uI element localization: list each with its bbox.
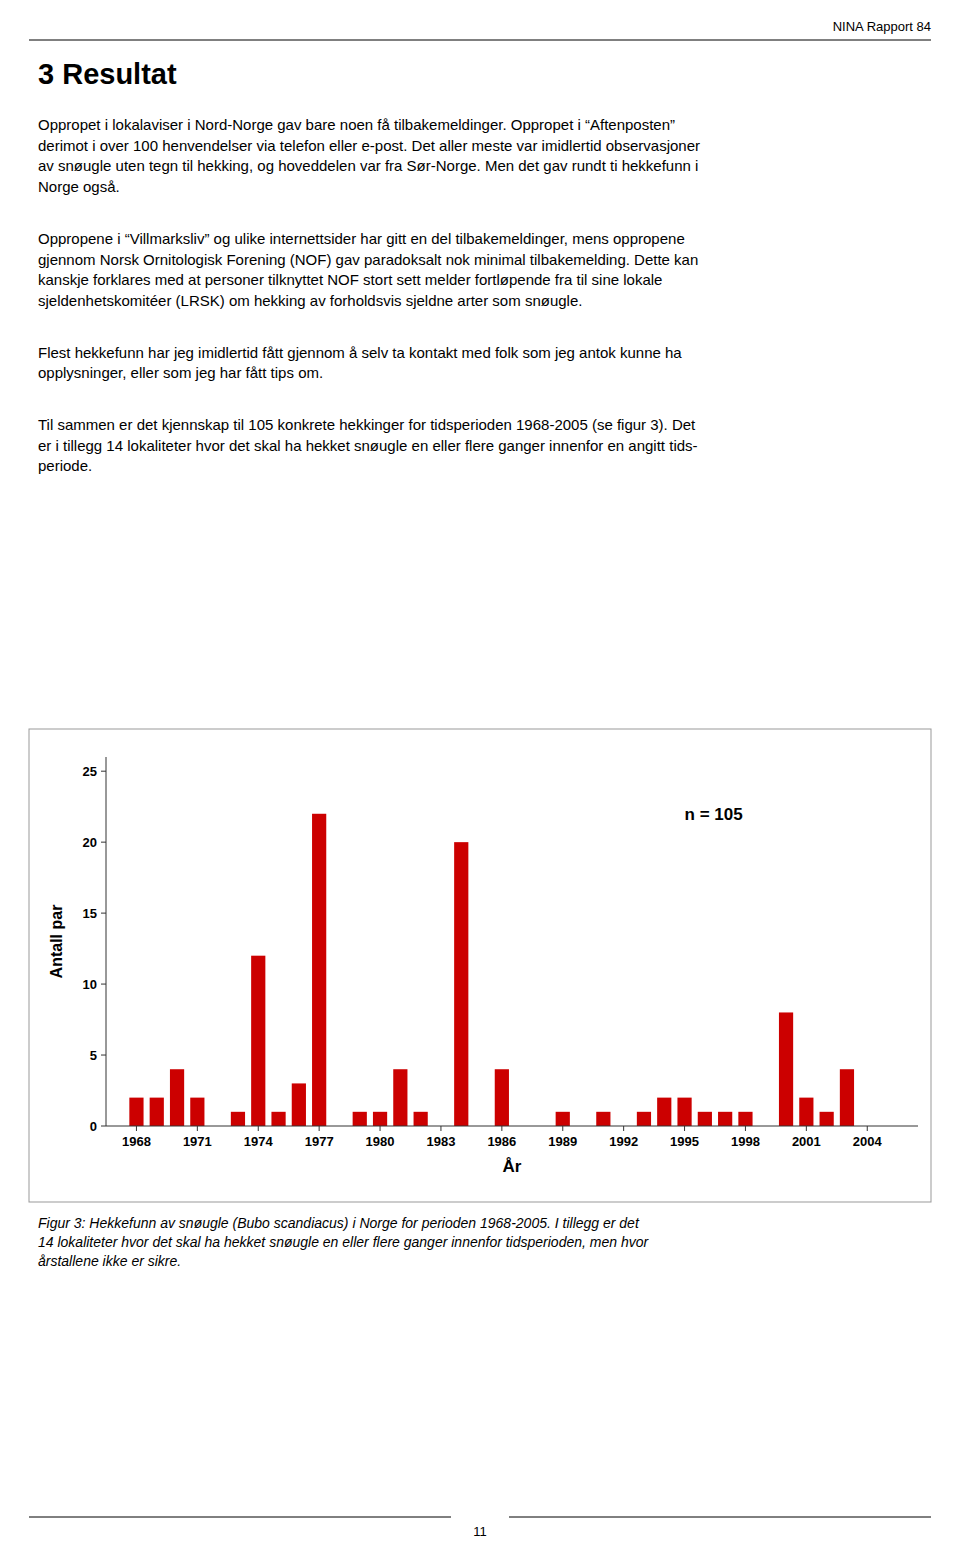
body-line: gjennom Norsk Ornitologisk Forening (NOF…	[38, 251, 698, 268]
bar	[373, 1112, 387, 1126]
y-tick	[101, 1055, 106, 1056]
page-background	[0, 0, 960, 1551]
chart-frame	[29, 729, 931, 1202]
bar	[414, 1112, 428, 1126]
body-line: Flest hekkefunn har jeg imidlertid fått …	[38, 344, 682, 361]
x-tick-label: 1968	[122, 1134, 151, 1149]
x-tick	[197, 1126, 198, 1131]
bar	[596, 1112, 610, 1126]
y-tick-label: 5	[90, 1048, 97, 1063]
bar	[738, 1112, 752, 1126]
x-tick-label: 1971	[183, 1134, 212, 1149]
bar	[840, 1069, 854, 1126]
bar	[799, 1098, 813, 1126]
x-tick	[562, 1126, 563, 1131]
x-tick-label: 1974	[244, 1134, 274, 1149]
y-tick-label: 0	[90, 1119, 97, 1134]
x-tick-label: 1989	[548, 1134, 577, 1149]
body-line: kanskje forklares med at personer tilkny…	[38, 271, 662, 288]
x-axis-label: År	[503, 1157, 522, 1176]
bar	[190, 1098, 204, 1126]
footer-rule	[509, 1517, 931, 1518]
x-tick	[684, 1126, 685, 1131]
x-tick-label: 1986	[487, 1134, 516, 1149]
x-tick	[745, 1126, 746, 1131]
body-line: Oppropene i “Villmarksliv” og ulike inte…	[38, 230, 685, 247]
body-line: derimot i over 100 henvendelser via tele…	[38, 137, 700, 154]
chart: 1968 1971 1974 1977 1980 1983 1986 1989 1992 1995…	[48, 757, 918, 1176]
caption-line: Figur 3: Hekkefunn av snøugle (Bubo scan…	[38, 1215, 640, 1231]
x-tick	[806, 1126, 807, 1131]
bar	[129, 1098, 143, 1126]
x-tick	[136, 1126, 137, 1131]
annotation: n = 105	[685, 805, 743, 824]
body-line: Norge også.	[38, 178, 120, 195]
bar	[698, 1112, 712, 1126]
header-text: NINA Rapport 84	[833, 19, 931, 34]
bar	[271, 1112, 285, 1126]
x-tick	[319, 1126, 320, 1131]
bar	[170, 1069, 184, 1126]
bar	[454, 842, 468, 1126]
bar	[312, 814, 326, 1126]
x-tick-label: 1998	[731, 1134, 760, 1149]
bar	[677, 1098, 691, 1126]
x-tick-label: 1995	[670, 1134, 699, 1149]
y-tick	[101, 842, 106, 843]
y-tick-label: 15	[83, 906, 97, 921]
x-tick-label: 1980	[366, 1134, 395, 1149]
x-tick	[258, 1126, 259, 1131]
x-axis-line	[106, 1126, 918, 1127]
bar	[820, 1112, 834, 1126]
x-tick-label: 1992	[609, 1134, 638, 1149]
caption-line: 14 lokaliteter hvor det skal ha hekket s…	[38, 1234, 649, 1250]
page: NINA Rapport 84 3 Resultat Oppropet i loka…	[0, 0, 960, 1551]
y-tick	[101, 984, 106, 985]
y-tick	[101, 1126, 106, 1127]
body-line: periode.	[38, 457, 92, 474]
bar	[231, 1112, 245, 1126]
x-tick	[623, 1126, 624, 1131]
x-tick-label: 2004	[853, 1134, 883, 1149]
header-rule	[29, 40, 931, 41]
body-line: opplysninger, eller som jeg har fått tip…	[38, 364, 323, 381]
bar	[495, 1069, 509, 1126]
page-number: 11	[473, 1524, 487, 1539]
x-tick-label: 2001	[792, 1134, 821, 1149]
body-line: sjeldenhetskomitéer (LRSK) om hekking av…	[38, 292, 582, 309]
bars	[129, 814, 854, 1126]
y-tick	[101, 771, 106, 772]
bar	[353, 1112, 367, 1126]
body-line: Oppropet i lokalaviser i Nord-Norge gav …	[38, 116, 675, 133]
x-tick-label: 1977	[305, 1134, 334, 1149]
x-tick	[380, 1126, 381, 1131]
caption-line: årstallene ikke er sikre.	[38, 1253, 181, 1269]
bar	[393, 1069, 407, 1126]
bar	[779, 1012, 793, 1126]
y-axis-line	[106, 757, 107, 1126]
x-tick-label: 1983	[426, 1134, 455, 1149]
x-tick	[440, 1126, 441, 1131]
x-tick	[501, 1126, 502, 1131]
bar	[657, 1098, 671, 1126]
x-tick	[867, 1126, 868, 1131]
bar	[718, 1112, 732, 1126]
y-tick	[101, 913, 106, 914]
body-line: av snøugle uten tegn til hekking, og hov…	[38, 157, 698, 174]
bar	[556, 1112, 570, 1126]
footer-rule	[29, 1517, 451, 1518]
bar	[251, 956, 265, 1126]
y-tick-label: 20	[83, 835, 97, 850]
body-line: er i tillegg 14 lokaliteter hvor det ska…	[38, 437, 698, 454]
bar	[292, 1083, 306, 1126]
section-title: 3 Resultat	[38, 58, 177, 90]
body-line: Til sammen er det kjennskap til 105 konk…	[38, 416, 696, 433]
bar	[637, 1112, 651, 1126]
bar	[150, 1098, 164, 1126]
y-tick-label: 10	[83, 977, 97, 992]
axes: 1968 1971 1974 1977 1980 1983 1986 1989 1992 1995…	[83, 757, 918, 1149]
y-axis-label: Antall par	[48, 905, 65, 979]
y-tick-label: 25	[83, 764, 97, 779]
